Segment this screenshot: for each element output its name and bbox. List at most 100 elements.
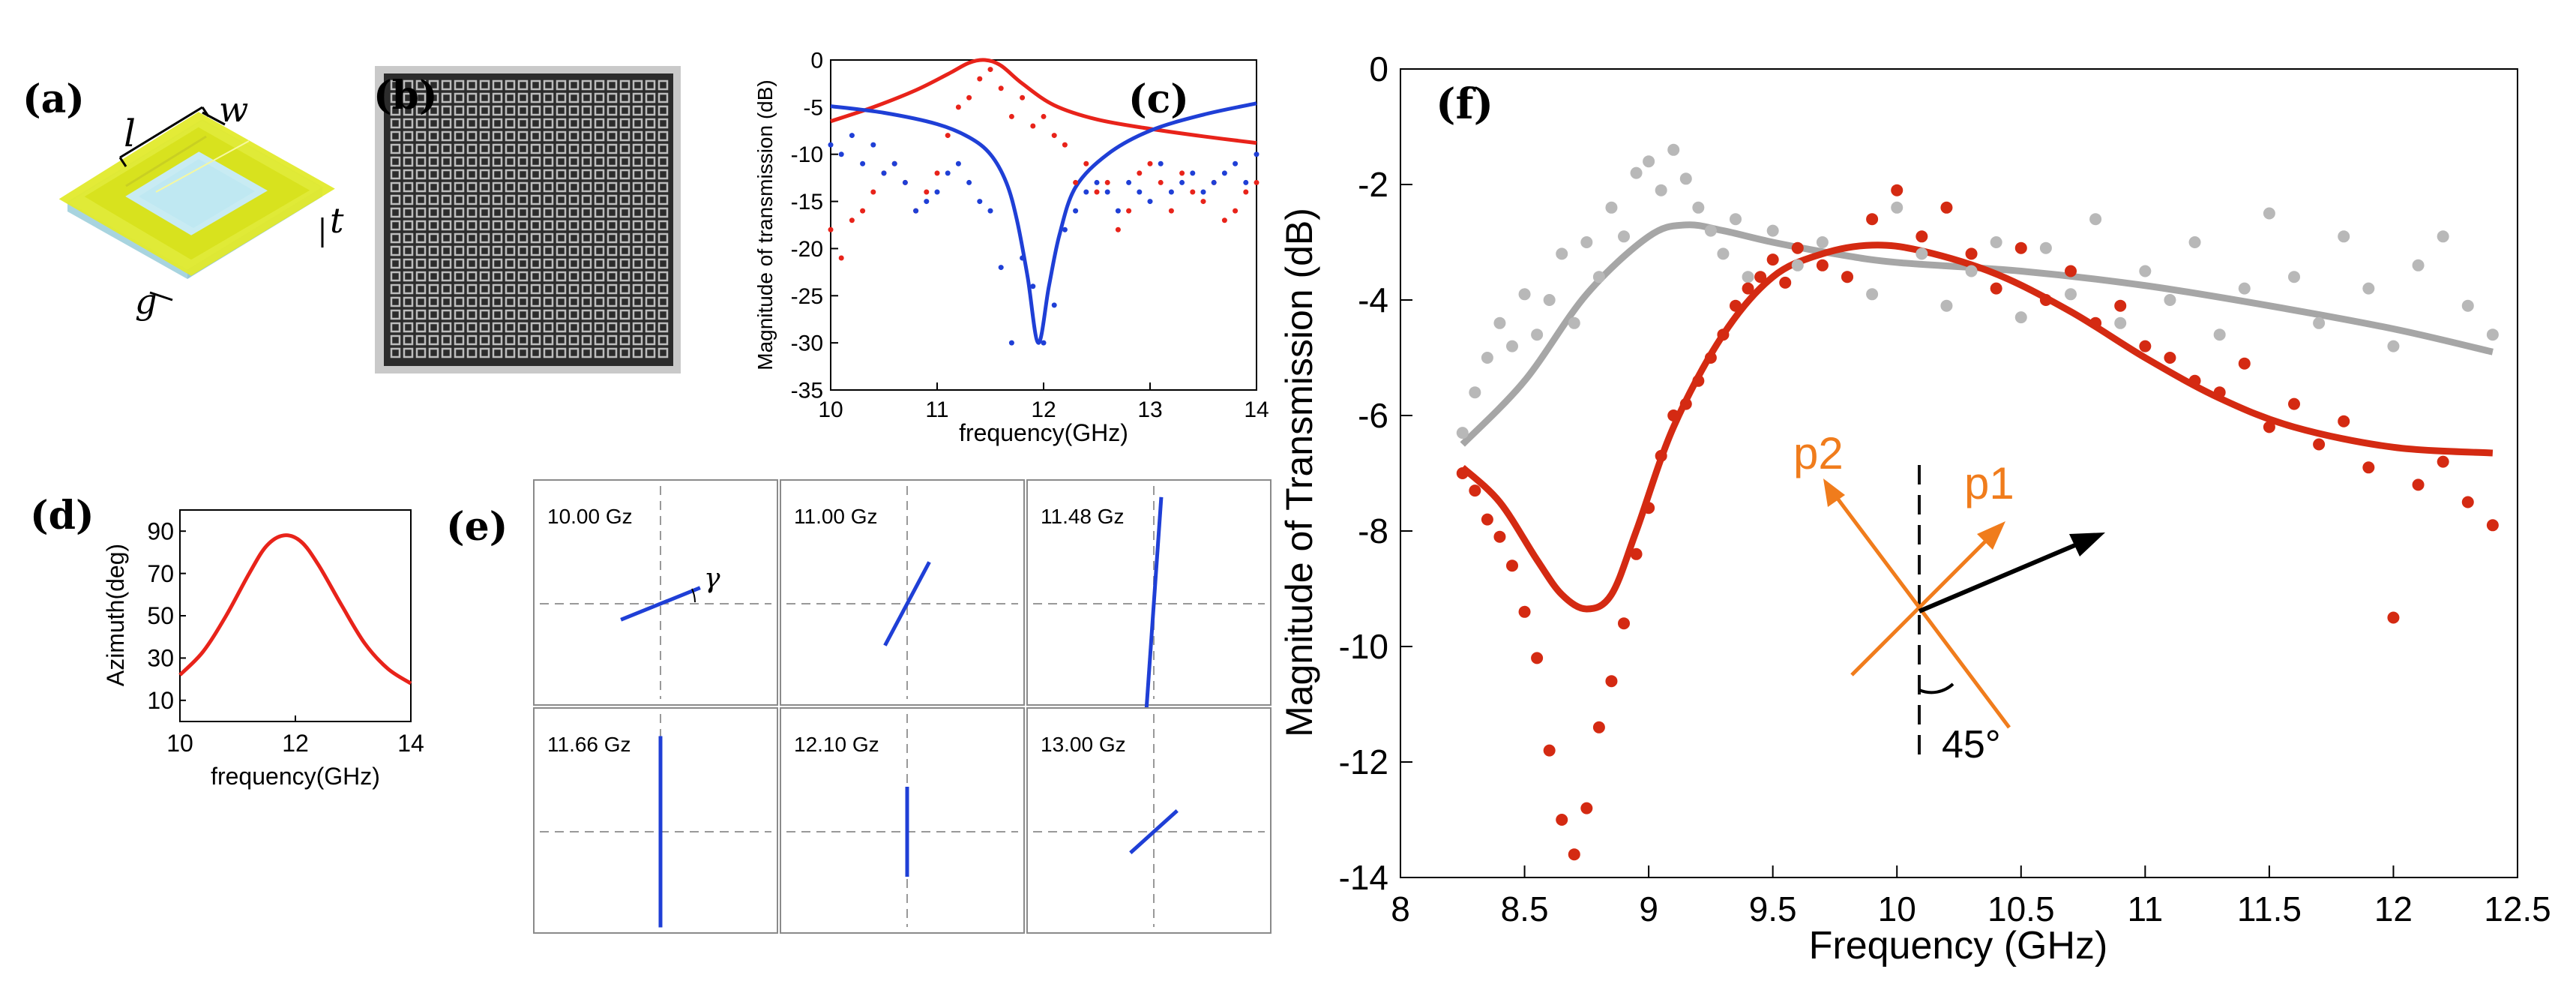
y-tick-label: 50 <box>147 602 174 629</box>
sample-cell <box>517 194 529 206</box>
sample-cell <box>556 322 567 333</box>
sample-cell <box>619 118 631 129</box>
y-tick-label: -15 <box>791 190 823 214</box>
sample-cell <box>390 194 401 206</box>
data-point-red-measured <box>1030 123 1036 129</box>
sample-cell <box>441 92 452 104</box>
sample-cell <box>454 118 465 129</box>
sample-cell <box>466 92 478 104</box>
sample-cell <box>543 182 554 193</box>
x-tick-label: 14 <box>1244 398 1269 422</box>
sample-cell <box>390 118 401 129</box>
sample-cell <box>428 296 439 308</box>
data-point-red-measured <box>2089 316 2102 329</box>
sample-cell <box>441 271 452 282</box>
sample-cell <box>645 296 656 308</box>
x-tick-label: 11 <box>925 398 948 422</box>
sample-cell <box>568 232 580 244</box>
data-point-red-measured <box>1020 94 1026 100</box>
data-point-gray-measured <box>1679 172 1692 185</box>
data-point-red-measured <box>838 255 844 261</box>
sample-cell <box>466 220 478 231</box>
x-tick-label: 8.5 <box>1501 890 1549 928</box>
data-point-red-measured <box>2213 386 2226 399</box>
data-point-gray-measured <box>1916 248 1928 260</box>
sample-cell <box>517 143 529 154</box>
data-point-red-measured <box>955 104 961 110</box>
data-point-red-measured <box>1147 160 1153 166</box>
sample-cell <box>530 194 541 206</box>
data-point-red-measured <box>1062 142 1068 148</box>
chart-c-xlabel: frequency(GHz) <box>959 419 1128 446</box>
sample-cell <box>390 105 401 116</box>
sample-cell <box>581 258 592 269</box>
data-point-gray-measured <box>1531 328 1544 341</box>
panel-a-label: (a) <box>22 76 85 122</box>
sample-cell <box>607 334 618 346</box>
data-point-blue-measured <box>828 142 834 148</box>
data-point-red-measured <box>1556 814 1568 826</box>
sample-cell <box>619 258 631 269</box>
sample-cell <box>568 169 580 180</box>
sample-cell <box>428 156 439 167</box>
chart-f: 8 8.5 9 9.5 10 10.5 11 11.5 12 12.5 0 -2 -4 -6 -8 -10 -1… <box>1278 50 2551 968</box>
sample-cell <box>530 284 541 295</box>
sample-cell <box>505 207 516 218</box>
data-point-red-measured <box>1916 230 1928 243</box>
data-point-red-measured <box>1073 179 1079 185</box>
data-point-gray-measured <box>1580 236 1593 248</box>
data-point-gray-measured <box>1891 201 1904 214</box>
sample-cell <box>454 296 465 308</box>
sample-cell <box>428 334 439 346</box>
sample-cell <box>492 169 503 180</box>
data-point-red-measured <box>1243 189 1249 195</box>
sample-cell <box>530 347 541 358</box>
sample-cell <box>517 296 529 308</box>
sample-cell <box>657 92 669 104</box>
sample-cell <box>479 207 490 218</box>
sample-cell <box>441 182 452 193</box>
sample-cell <box>619 80 631 91</box>
data-point-red-measured <box>1481 513 1493 526</box>
sample-cell <box>556 118 567 129</box>
angle-label: 45° <box>1942 723 2001 766</box>
data-point-red-measured <box>2065 265 2077 278</box>
sample-cell <box>556 182 567 193</box>
sample-cell <box>568 118 580 129</box>
data-point-blue-measured <box>1062 226 1068 232</box>
sample-cell <box>607 309 618 320</box>
data-point-red-measured <box>1965 248 1978 260</box>
sample-cell <box>607 156 618 167</box>
sample-cell <box>632 207 643 218</box>
sample-cell <box>556 271 567 282</box>
cell-frequency-label: 10.00 Gz <box>547 505 633 528</box>
sample-cell <box>454 347 465 358</box>
sample-cell <box>594 182 605 193</box>
sample-cell <box>632 143 643 154</box>
sample-cell <box>607 271 618 282</box>
y-tick-label: -12 <box>1339 742 1388 782</box>
sample-cell <box>632 194 643 206</box>
sample-cell <box>632 105 643 116</box>
sample-cell <box>479 258 490 269</box>
sample-cell <box>619 296 631 308</box>
sample-cell <box>479 118 490 129</box>
data-point-red-measured <box>924 189 930 195</box>
sample-cell <box>657 309 669 320</box>
sample-cell <box>619 143 631 154</box>
data-point-red-measured <box>849 218 855 224</box>
x-tick-label: 11 <box>2127 890 2163 928</box>
sample-cell <box>619 182 631 193</box>
sample-cell <box>530 309 541 320</box>
x-tick-label: 10 <box>1878 890 1916 928</box>
sample-cell <box>581 92 592 104</box>
sample-cell <box>466 80 478 91</box>
data-point-gray-measured <box>1568 316 1580 329</box>
sample-cell <box>556 169 567 180</box>
sample-cell <box>441 156 452 167</box>
sample-cell <box>390 334 401 346</box>
data-point-gray-measured <box>1592 271 1605 284</box>
sample-cell <box>415 169 427 180</box>
sample-cell <box>530 296 541 308</box>
sample-cell <box>492 232 503 244</box>
